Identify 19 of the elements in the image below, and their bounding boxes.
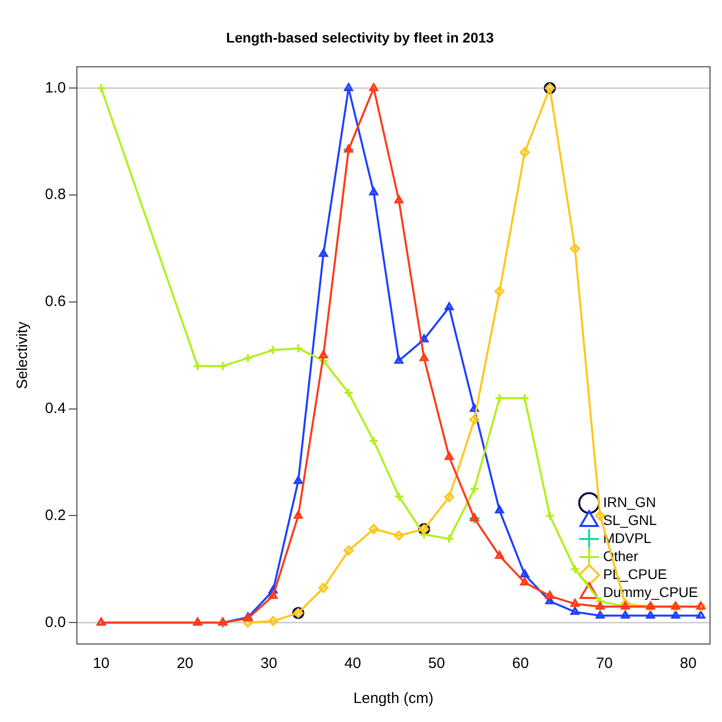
x-tick-label: 80: [680, 655, 697, 672]
x-tick-label: 20: [176, 655, 194, 672]
y-tick-label: 1.0: [44, 79, 66, 96]
x-tick-label: 40: [344, 655, 362, 672]
y-tick-label: 0.6: [44, 293, 66, 310]
x-axis-title: Length (cm): [353, 690, 434, 708]
y-axis-title: Selectivity: [14, 321, 32, 390]
x-tick-label: 30: [260, 655, 278, 672]
chart-title: Length-based selectivity by fleet in 2013: [226, 29, 494, 46]
legend-label: SL_GNL: [603, 512, 658, 528]
y-tick-label: 0.8: [44, 186, 66, 204]
x-tick-label: 10: [92, 655, 110, 672]
x-tick-label: 50: [428, 655, 445, 672]
y-tick-label: 0.2: [44, 506, 66, 524]
y-tick-label: 0.0: [44, 614, 66, 631]
x-tick-label: 60: [512, 655, 529, 672]
x-tick-label: 70: [596, 655, 613, 672]
y-tick-label: 0.4: [44, 400, 66, 417]
legend-label: IRN_GN: [603, 494, 656, 510]
